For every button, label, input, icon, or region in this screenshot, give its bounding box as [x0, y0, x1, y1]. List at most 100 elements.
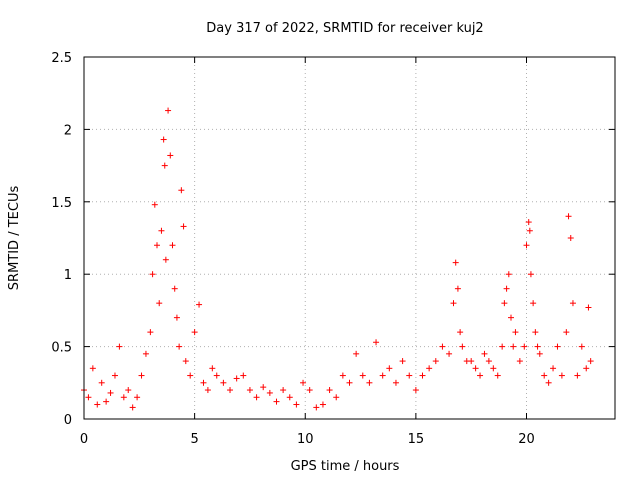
- data-point: [319, 401, 326, 408]
- data-point: [191, 329, 198, 336]
- x-tick-label: 5: [190, 432, 198, 447]
- x-tick-label: 15: [408, 432, 425, 447]
- y-tick-labels: 0 0.5 1 1.5 2 2.5: [51, 51, 72, 428]
- data-point: [107, 389, 114, 396]
- data-point: [567, 235, 574, 241]
- data-point: [406, 372, 413, 379]
- data-point: [454, 285, 461, 292]
- data-point: [490, 365, 497, 372]
- x-tick-label: 20: [518, 432, 535, 447]
- data-point: [103, 398, 110, 405]
- y-tick-label: 0.5: [51, 341, 72, 356]
- data-point: [300, 379, 307, 386]
- data-point: [550, 365, 557, 372]
- data-points: [81, 107, 594, 411]
- data-point: [162, 256, 169, 263]
- data-point: [450, 300, 457, 307]
- data-point: [293, 401, 300, 408]
- data-point: [472, 365, 479, 372]
- data-point: [526, 227, 533, 234]
- data-point: [569, 300, 576, 307]
- data-point: [523, 242, 530, 249]
- data-point: [541, 372, 548, 379]
- data-point: [432, 358, 439, 365]
- data-point: [534, 343, 541, 350]
- data-point: [481, 350, 488, 357]
- data-point: [510, 343, 517, 350]
- data-point: [266, 389, 273, 396]
- data-point: [187, 372, 194, 379]
- x-tick-labels: 0 5 10 15 20: [80, 432, 535, 447]
- data-point: [306, 387, 313, 394]
- data-point: [503, 285, 510, 292]
- data-point: [563, 329, 570, 336]
- data-point: [494, 372, 501, 379]
- data-point: [253, 394, 260, 401]
- data-point: [545, 379, 552, 386]
- data-point: [587, 358, 594, 365]
- data-point: [419, 372, 426, 379]
- grid: [84, 57, 615, 419]
- data-point: [125, 387, 132, 394]
- data-point: [399, 358, 406, 365]
- data-point: [353, 350, 360, 357]
- data-point: [156, 300, 163, 307]
- data-point: [178, 187, 185, 194]
- data-point: [339, 372, 346, 379]
- data-point: [501, 300, 508, 307]
- data-point: [209, 365, 216, 372]
- data-point: [167, 152, 174, 159]
- data-point: [120, 394, 127, 401]
- data-point: [373, 339, 380, 346]
- data-point: [142, 350, 149, 357]
- axis-ticks: [83, 56, 615, 420]
- data-point: [583, 365, 590, 372]
- data-point: [165, 107, 172, 114]
- y-tick-label: 2: [64, 123, 72, 138]
- data-point: [273, 398, 280, 405]
- data-point: [508, 314, 515, 321]
- data-point: [196, 301, 203, 308]
- data-point: [227, 387, 234, 394]
- data-point: [180, 223, 187, 230]
- data-point: [525, 219, 532, 226]
- data-point: [392, 379, 399, 386]
- data-point: [246, 387, 253, 394]
- data-point: [213, 372, 220, 379]
- data-point: [160, 136, 167, 143]
- plot-background: [84, 57, 615, 419]
- data-point: [366, 379, 373, 386]
- x-tick-label: 10: [297, 432, 314, 447]
- data-point: [412, 387, 419, 394]
- data-point: [565, 213, 572, 220]
- data-point: [220, 379, 227, 386]
- data-point: [161, 162, 168, 169]
- data-point: [505, 271, 512, 278]
- data-point: [426, 365, 433, 372]
- data-point: [111, 372, 118, 379]
- data-point: [585, 304, 592, 311]
- data-point: [446, 350, 453, 357]
- data-point: [499, 343, 506, 350]
- data-point: [204, 387, 211, 394]
- data-point: [173, 314, 180, 321]
- y-tick-label: 1: [64, 268, 72, 283]
- data-point: [94, 401, 101, 408]
- data-point: [138, 372, 145, 379]
- data-point: [158, 227, 165, 234]
- data-point: [200, 379, 207, 386]
- data-point: [468, 358, 475, 365]
- data-point: [85, 394, 92, 401]
- data-point: [154, 242, 161, 249]
- data-point: [182, 358, 189, 365]
- chart-title: Day 317 of 2022, SRMTID for receiver kuj…: [206, 21, 483, 36]
- data-point: [527, 271, 534, 278]
- data-point: [333, 394, 340, 401]
- data-point: [554, 343, 561, 350]
- data-point: [459, 343, 466, 350]
- data-point: [457, 329, 464, 336]
- data-point: [171, 285, 178, 292]
- data-point: [346, 379, 353, 386]
- data-point: [574, 372, 581, 379]
